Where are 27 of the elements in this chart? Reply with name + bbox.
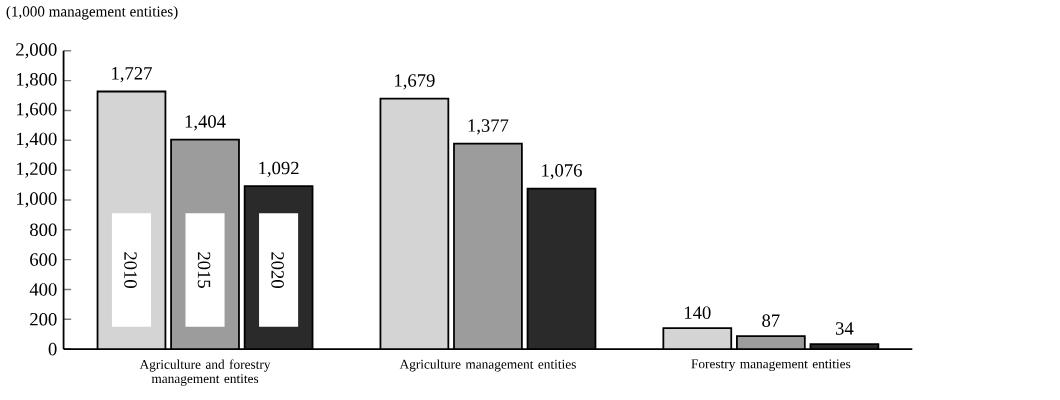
data-label: 1,377 [468, 119, 509, 135]
y-axis-title: (1,000 management entities) [6, 6, 178, 20]
data-label: 1,679 [395, 74, 435, 90]
y-tick-label: 1,200 [17, 162, 57, 178]
data-label: 34 [835, 322, 854, 335]
data-label: 87 [762, 314, 780, 328]
y-tick-label: 1,400 [17, 132, 57, 149]
y-tick-label: 2,000 [16, 43, 57, 59]
y-tick-label: 400 [29, 283, 57, 296]
y-tick-label: 1,000 [17, 192, 57, 208]
y-tick-label: 600 [30, 253, 57, 267]
data-label: 140 [684, 306, 711, 320]
series-label: 2020 [271, 252, 284, 289]
y-tick-label: 1,600 [17, 102, 57, 119]
series-label: 2010 [124, 252, 137, 289]
data-label: 1,092 [259, 161, 299, 178]
y-tick-label: 200 [30, 313, 57, 326]
y-tick-label: 0 [48, 342, 57, 356]
y-tick-label: 1,800 [17, 73, 57, 89]
data-label: 1,727 [112, 67, 152, 83]
data-label: 1,404 [185, 115, 226, 131]
y-tick-label: 800 [30, 223, 57, 237]
x-tick-label: Forestry management entities [691, 359, 851, 372]
series-label: 2015 [197, 252, 211, 289]
data-label: 1,076 [542, 164, 582, 180]
x-tick-label: Agriculture and forestry management entites [139, 359, 271, 386]
x-tick-label: Agriculture management entities [399, 359, 576, 372]
